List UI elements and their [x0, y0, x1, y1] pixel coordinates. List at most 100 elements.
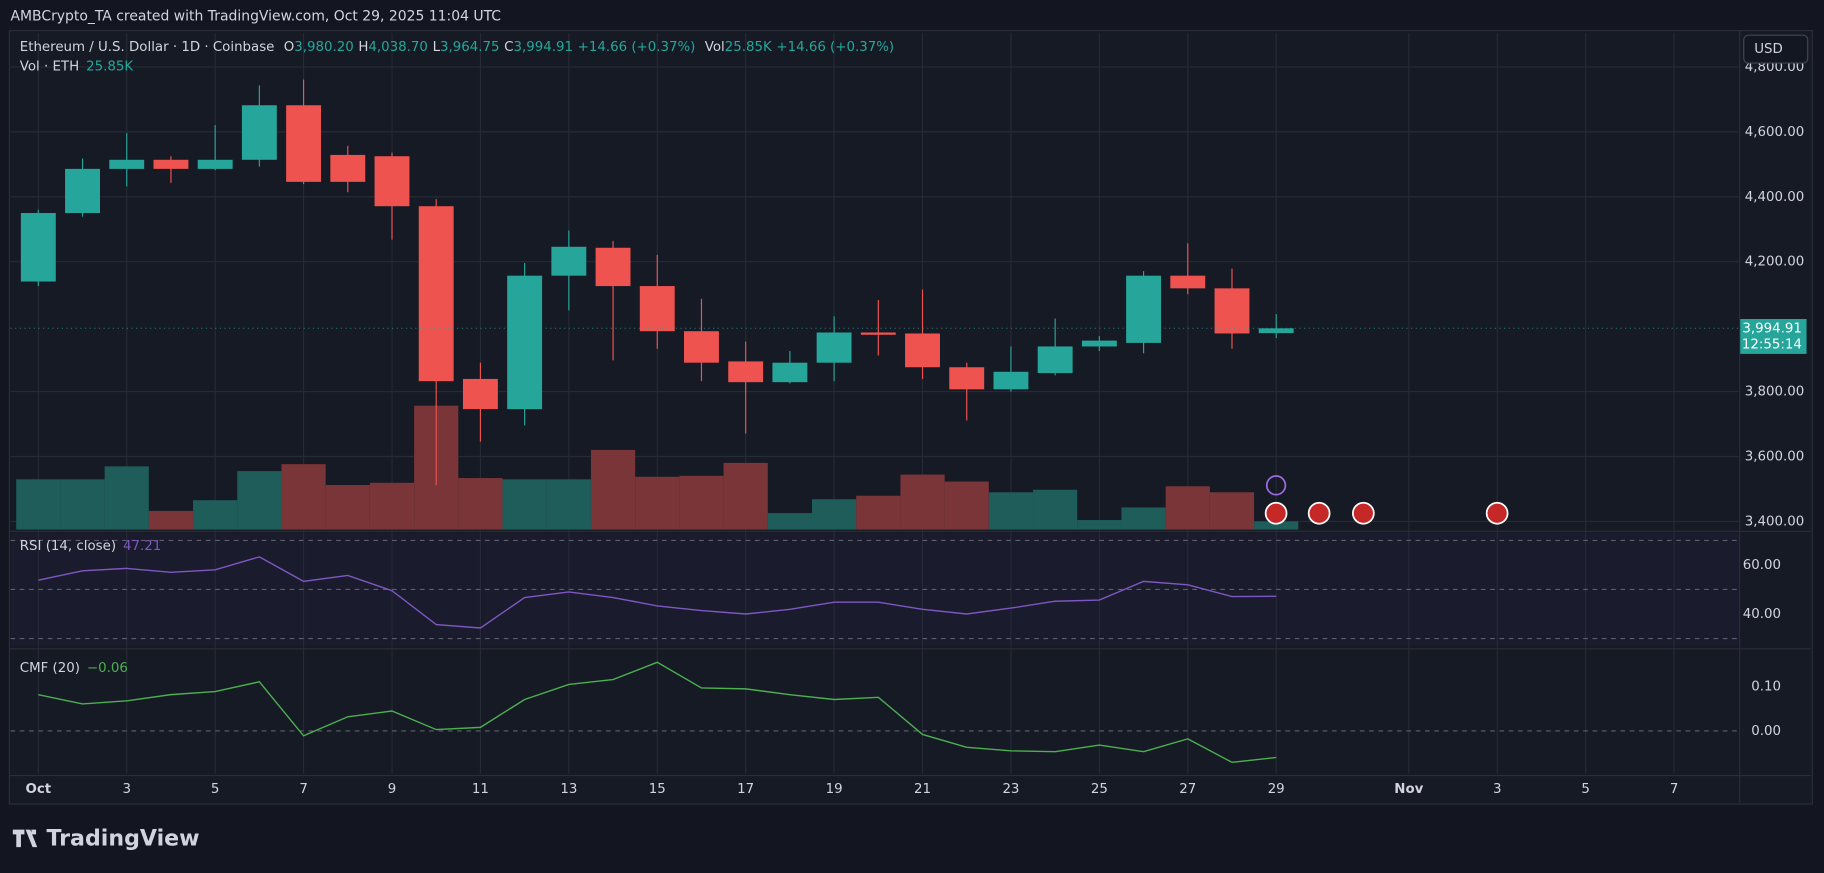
volume-bar — [1033, 489, 1078, 530]
y-tick-label: 3,400.00 — [1745, 514, 1805, 529]
logo-text: TradingView — [47, 825, 200, 851]
volume-bar — [944, 481, 989, 530]
cmf-name: CMF (20) — [20, 661, 80, 676]
y-tick-label: 0.10 — [1751, 680, 1781, 695]
last-price-box — [1740, 319, 1807, 354]
y-tick-label: 4,400.00 — [1745, 190, 1805, 205]
credit: AMBCrypto_TA created with TradingView.co… — [10, 9, 501, 25]
volume-bar — [369, 482, 415, 530]
volume-bar — [679, 475, 724, 530]
rsi-pane — [10, 533, 1740, 646]
volume-legend: Vol · ETH 25.85K — [20, 60, 135, 75]
candle-body — [507, 275, 543, 410]
volume-bar — [1077, 520, 1122, 530]
ohlc-key: H — [358, 40, 368, 55]
x-tick-label: 23 — [1002, 782, 1019, 797]
volume-bar — [856, 495, 901, 530]
volume-bar — [635, 476, 680, 530]
event-flag[interactable] — [1264, 501, 1288, 525]
x-tick-label: 5 — [1581, 782, 1590, 797]
volume-bar — [16, 479, 61, 530]
x-tick-label: 3 — [122, 782, 131, 797]
volume-bar — [148, 510, 194, 530]
ohlc-value: 4,038.70 — [368, 40, 428, 55]
x-tick-label: 15 — [649, 782, 666, 797]
rsi-legend: RSI (14, close) 47.21 — [20, 539, 162, 554]
chart-panel — [8, 29, 1813, 805]
event-flag[interactable] — [1307, 501, 1331, 525]
change: +14.66 (+0.37%) — [578, 40, 696, 55]
candle-body — [20, 213, 56, 282]
x-tick-label: 17 — [737, 782, 754, 797]
x-tick-label: Nov — [1394, 782, 1423, 797]
y-tick-label: 40.00 — [1743, 607, 1781, 622]
volume-bar — [988, 492, 1034, 530]
event-flag[interactable] — [1485, 501, 1509, 525]
candle-body — [905, 333, 940, 368]
candle-body — [993, 371, 1029, 390]
y-tick-label: 4,200.00 — [1745, 255, 1805, 270]
x-tick-label: 19 — [826, 782, 843, 797]
volume-key: Vol — [705, 40, 725, 55]
candle-body — [1037, 346, 1073, 374]
volume-bar — [104, 466, 149, 530]
event-lightning[interactable] — [1265, 475, 1287, 496]
candle-body — [728, 361, 764, 383]
volume-bar — [723, 462, 768, 530]
candle-body — [109, 159, 145, 169]
labels: 3,400.00 3,600.00 3,800.00 4,200.00 4,400.00… — [25, 60, 1807, 797]
candle-body — [462, 378, 498, 410]
logo: TradingView — [12, 825, 200, 851]
currency-button[interactable] — [1743, 34, 1809, 64]
y-tick-label: 4,600.00 — [1745, 125, 1805, 140]
candle-body — [772, 362, 808, 383]
cmf-value: −0.06 — [87, 661, 128, 676]
volume-bar — [193, 500, 238, 530]
ohlc-value: 3,980.20 — [294, 40, 354, 55]
x-tick-label: 25 — [1091, 782, 1108, 797]
candle-body — [197, 159, 233, 169]
candle-body — [949, 367, 985, 390]
volume-bar — [767, 513, 812, 530]
volume-title: Vol · ETH — [20, 60, 79, 75]
volume-bar — [1121, 507, 1166, 530]
candle-body — [1258, 328, 1294, 334]
rsi-name: RSI (14, close) — [20, 539, 116, 554]
marks — [10, 79, 1740, 764]
y-tick-label: 60.00 — [1743, 558, 1781, 573]
rsi-value: 47.21 — [123, 539, 161, 554]
y-tick-label: 4,800.00 — [1745, 60, 1805, 75]
volume-value: 25.85K — [86, 60, 134, 75]
candle-body — [816, 332, 852, 363]
candle-body — [1126, 275, 1162, 343]
countdown: 12:55:14 — [1742, 338, 1802, 353]
event-icons — [1264, 475, 1509, 525]
logo-mark — [12, 829, 38, 848]
candle-body — [1214, 288, 1250, 334]
ohlc-key: O — [284, 40, 295, 55]
volume-bar — [812, 499, 857, 530]
x-tick-label: 5 — [211, 782, 220, 797]
event-flag[interactable] — [1352, 501, 1375, 525]
currency[interactable]: USD — [1754, 42, 1783, 57]
x-tick-label: 21 — [914, 782, 931, 797]
x-tick-label: 7 — [299, 782, 307, 797]
cmf-legend: CMF (20) −0.06 — [20, 661, 128, 676]
symbol: Ethereum / U.S. Dollar · 1D · Coinbase — [20, 40, 275, 55]
rsi-line — [38, 556, 1277, 629]
candle-body — [374, 156, 410, 207]
volume-bar — [458, 478, 503, 530]
x-tick-label: Oct — [25, 782, 51, 797]
ohlc-value: 3,994.91 — [514, 40, 573, 55]
candle-body — [330, 154, 366, 182]
x-tick-label: 13 — [560, 782, 577, 797]
candle-body — [551, 246, 587, 276]
cmf-line — [38, 661, 1277, 764]
x-tick-label: 7 — [1670, 782, 1679, 797]
candle-body — [286, 105, 322, 182]
volume-bar — [1254, 521, 1299, 530]
x-tick-label: 11 — [472, 782, 489, 797]
volume-bar — [590, 449, 636, 530]
